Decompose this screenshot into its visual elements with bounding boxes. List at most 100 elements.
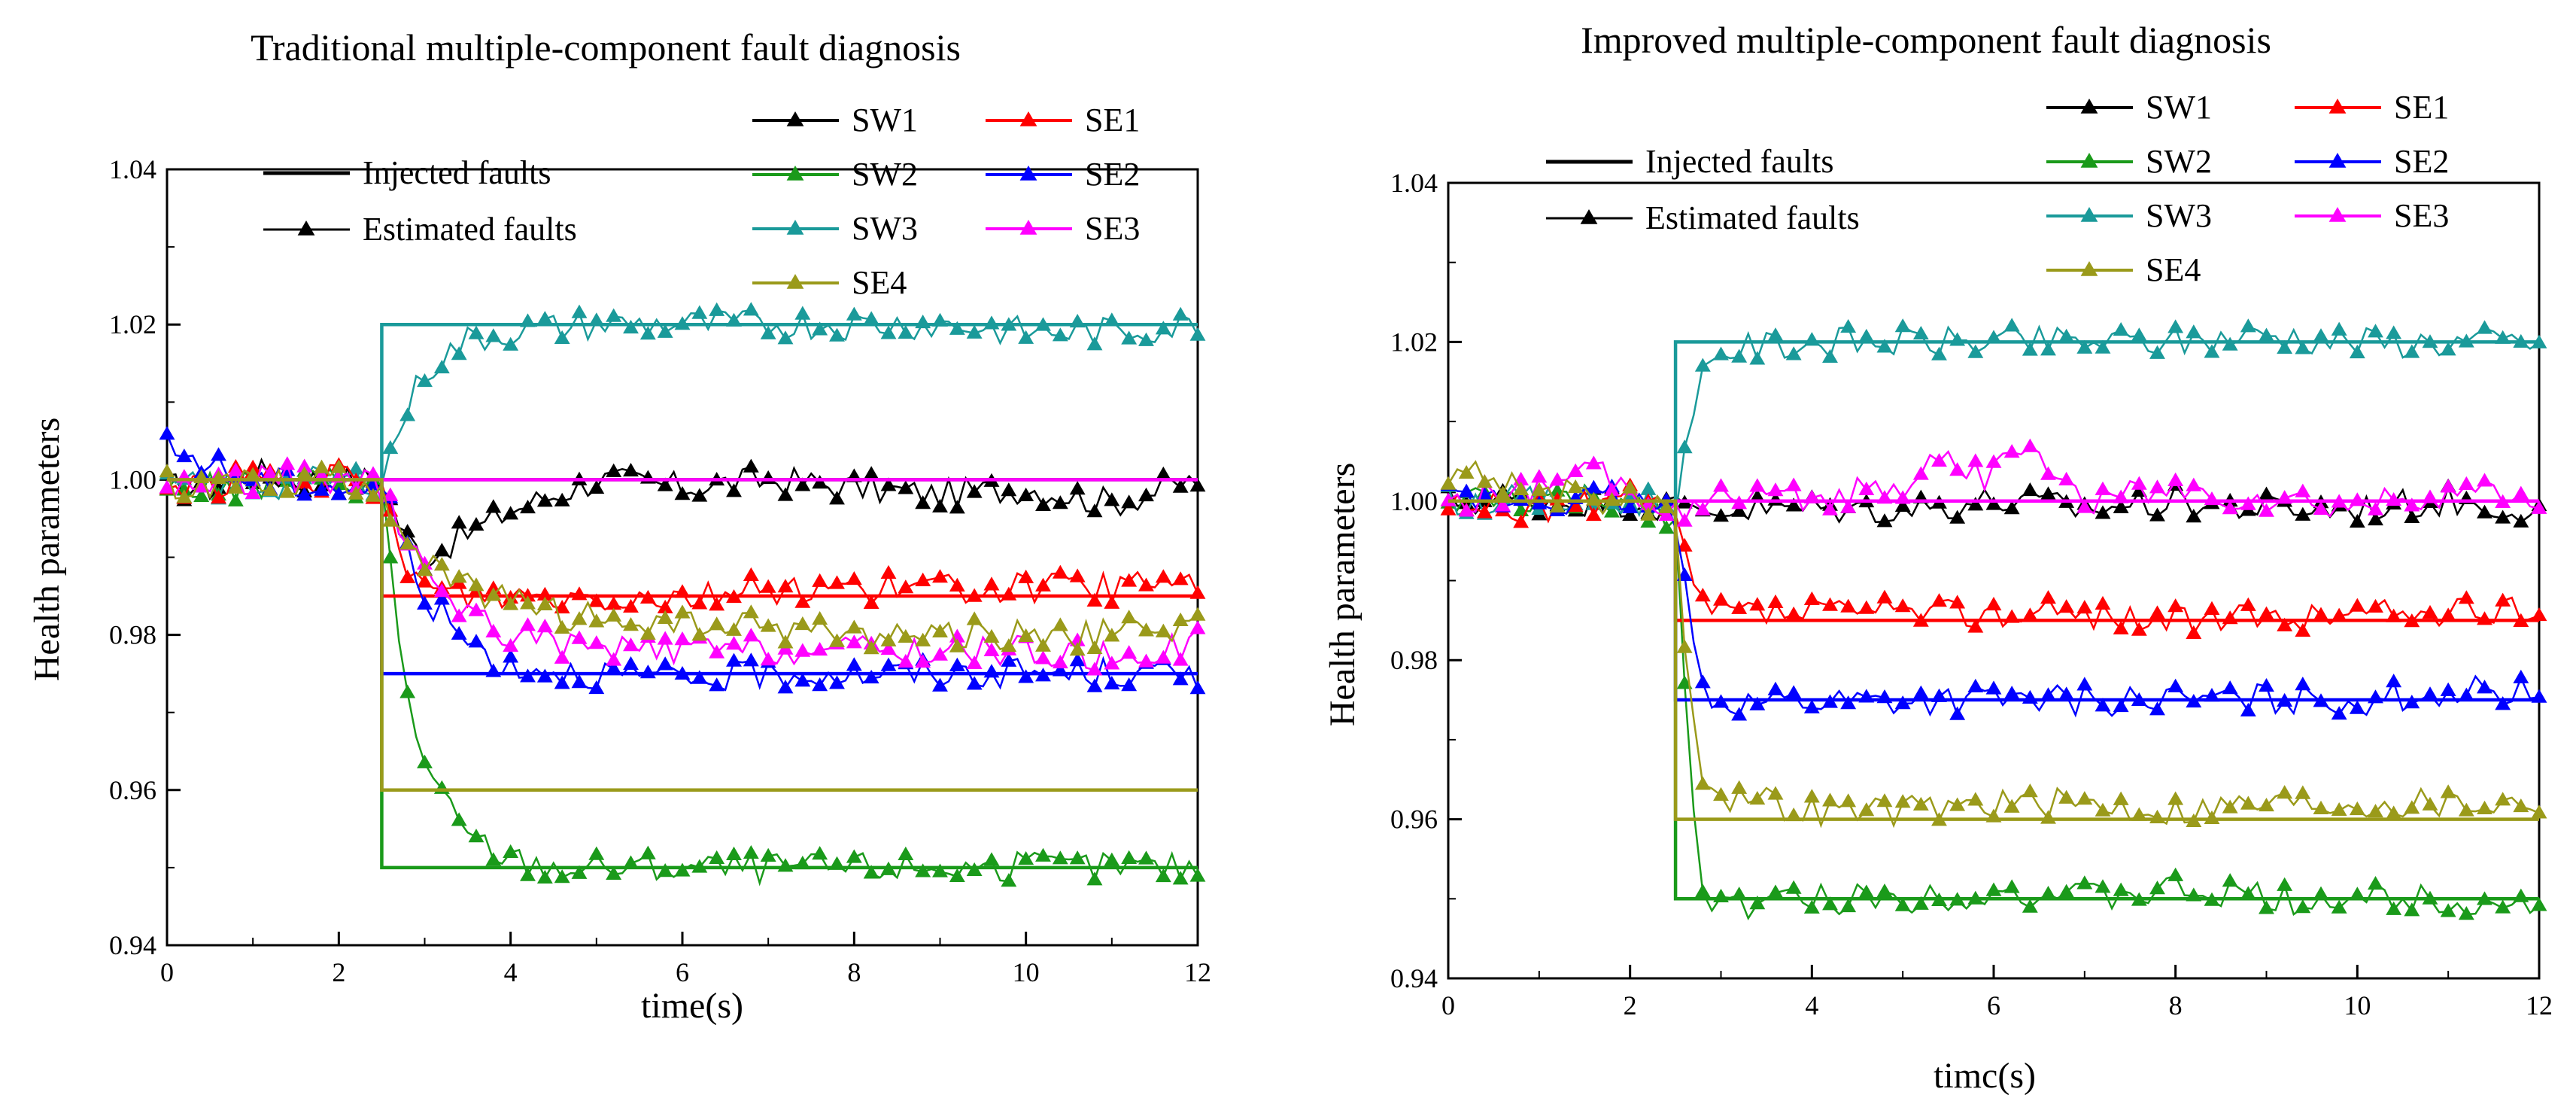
estimate-marker [2022,783,2038,798]
estimate-marker [2131,476,2147,490]
estimate-marker [898,325,914,339]
estimate-marker [674,631,691,646]
legend-label-se1: SE1 [2394,89,2449,126]
estimate-marker [1189,680,1206,695]
legend-injected-label: Injected faults [363,154,551,191]
estimate-marker [296,458,313,473]
estimate-marker [674,584,691,598]
estimate-marker [2404,344,2420,358]
estimate-marker [468,829,485,843]
estimate-marker [846,634,862,649]
estimate-marker [639,470,656,484]
estimate-marker [2186,693,2202,708]
estimate-marker [2513,669,2529,683]
estimate-marker [1713,346,1729,360]
estimate-marker [2386,674,2402,688]
estimate-marker [966,676,983,690]
estimate-marker [1531,482,1548,496]
y-tick-label: 1.04 [1390,168,1438,198]
estimate-marker [2040,687,2056,701]
legend-marker-sw3 [2080,207,2098,222]
estimate-marker [639,845,656,859]
estimate-marker [1476,504,1493,519]
estimate-marker [2204,601,2220,615]
estimate-marker [2404,902,2420,917]
estimate-marker [2349,492,2365,506]
estimate-marker [1840,499,1857,513]
estimate-marker [1138,577,1154,592]
x-tick-label: 4 [1805,990,1818,1020]
estimate-marker [1876,339,1893,353]
estimate-marker [2331,706,2347,720]
estimate-marker [2422,334,2438,348]
estimate-marker [880,641,897,655]
estimate-marker [1640,513,1657,528]
estimate-marker [1785,477,1802,491]
estimate-marker [2186,509,2202,523]
estimate-marker [2076,600,2093,614]
estimate-marker [2513,613,2529,627]
estimate-marker [1052,662,1068,677]
x-axis-label: timc(s) [1934,1056,2036,1096]
estimate-marker [2095,595,2111,610]
estimate-marker [520,867,536,881]
estimate-marker [1018,850,1034,865]
estimate-marker [880,477,897,491]
estimate-marker [1604,503,1620,518]
estimate-marker [1694,588,1711,602]
estimate-marker [1912,325,1929,340]
estimate-marker [898,628,914,643]
legend-marker-se1 [2328,99,2347,114]
estimate-marker [623,462,639,477]
estimate-marker [2259,900,2274,914]
estimate-marker [1104,628,1120,642]
estimate-marker [2349,598,2365,612]
estimate-marker [2495,792,2511,806]
estimate-marker [2477,473,2492,487]
estimate-marker [639,326,656,340]
estimate-marker [554,869,570,884]
estimate-marker [2422,604,2438,619]
estimate-marker [399,407,416,421]
estimate-marker [1138,487,1154,502]
estimate-marker [898,480,914,494]
legend-label-sw1: SW1 [852,102,918,138]
estimate-marker [2167,791,2184,805]
estimate-marker [1155,321,1171,335]
estimate-marker [2331,801,2347,817]
estimate-marker [485,328,502,342]
estimate-marker [2058,328,2075,342]
estimate-marker [2058,789,2075,804]
estimate-marker [2477,320,2492,334]
x-tick-label: 2 [332,957,345,987]
estimate-marker [949,500,965,514]
estimate-marker [485,663,502,677]
estimate-marker [2495,330,2511,344]
estimate-marker [880,657,897,671]
estimate-marker [536,869,553,884]
estimate-marker [1876,490,1893,504]
estimate-marker [829,327,845,342]
estimate-marker [2458,687,2474,701]
estimate-marker [348,485,364,500]
estimate-marker [1189,620,1206,634]
legend-label-sw1: SW1 [2146,89,2212,126]
estimate-marker [2003,879,2020,893]
estimate-marker [2022,689,2038,704]
estimate-marker [2349,344,2365,359]
estimate-marker [262,482,278,496]
estimate-marker [2368,875,2383,890]
estimate-marker [2149,701,2165,716]
estimate-marker [2204,688,2220,702]
estimate-marker [451,625,467,640]
estimate-marker [863,466,879,480]
estimate-marker [2513,485,2529,500]
estimate-marker [211,470,226,485]
estimate-marker [1694,357,1711,372]
estimate-marker [2222,799,2238,814]
estimate-marker [1749,488,1766,503]
estimate-marker [554,649,570,664]
estimate-marker [2313,607,2329,621]
estimate-marker [932,646,948,661]
estimate-marker [2204,491,2220,506]
